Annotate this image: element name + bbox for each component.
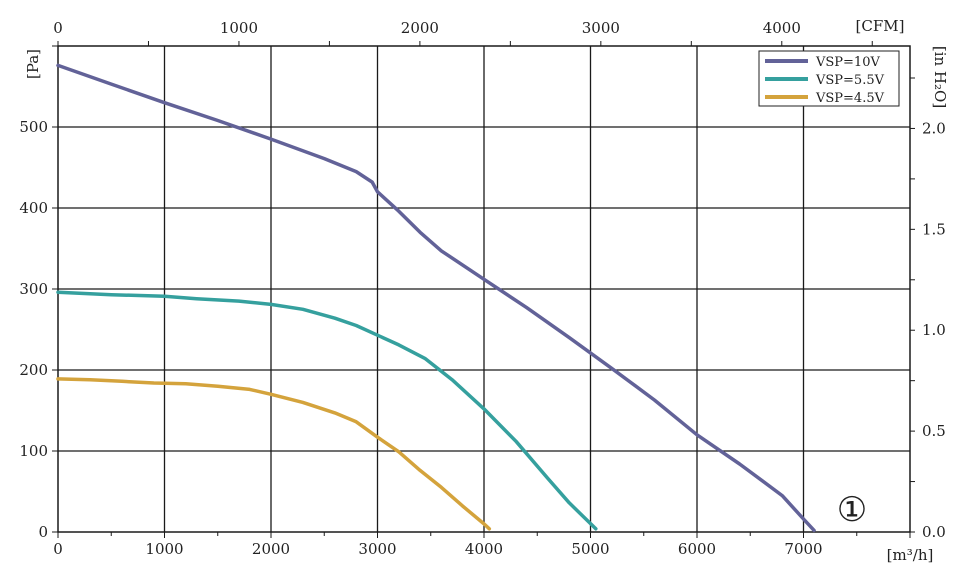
series-line-2 xyxy=(56,377,492,531)
axes xyxy=(52,41,915,538)
y-tick-label-4: 400 xyxy=(19,199,48,217)
tick-labels: 0 1000 2000 3000 4000 5000 6000 700001002003004… xyxy=(19,19,946,558)
y-tick-label-1: 100 xyxy=(19,442,48,460)
y-tick-label-2: 200 xyxy=(19,361,48,379)
x-tick-label-0: 0 xyxy=(53,540,63,558)
x-tick-label-2: 2000 xyxy=(252,540,290,558)
series-layer xyxy=(56,63,816,533)
grid xyxy=(58,46,910,532)
y-tick-label-3: 300 xyxy=(19,280,48,298)
series-line-1 xyxy=(56,290,598,531)
y-secondary-tick-label-3: 1.5 xyxy=(922,220,946,238)
legend-label-vsp5-5: VSP=5.5V xyxy=(815,73,885,88)
y-secondary-tick-label-2: 1.0 xyxy=(922,321,946,339)
x-tick-label-1: 1000 xyxy=(145,540,183,558)
y-tick-label-0: 0 xyxy=(38,523,48,541)
legend: VSP=10V VSP=5.5V VSP=4.5V xyxy=(758,50,900,107)
x-tick-label-7: 7000 xyxy=(784,540,822,558)
y-secondary-tick-label-1: 0.5 xyxy=(922,422,946,440)
x-secondary-tick-label-4: 4000 xyxy=(763,19,801,37)
x-secondary-unit-label: [CFM] xyxy=(856,17,905,35)
x-tick-label-4: 4000 xyxy=(465,540,503,558)
x-secondary-tick-label-0: 0 xyxy=(53,19,63,37)
legend-label-vsp4-5: VSP=4.5V xyxy=(815,91,885,106)
x-secondary-tick-label-1: 1000 xyxy=(220,19,258,37)
y-unit-label: [Pa] xyxy=(24,49,42,79)
x-secondary-tick-label-3: 3000 xyxy=(582,19,620,37)
y-tick-label-5: 500 xyxy=(19,118,48,136)
legend-label-vsp10: VSP=10V xyxy=(815,55,880,70)
x-tick-label-3: 3000 xyxy=(358,540,396,558)
curve-marker-annotation: ① xyxy=(837,490,867,530)
series-line-0 xyxy=(56,63,816,533)
y-secondary-tick-label-0: 0.0 xyxy=(922,523,946,541)
x-tick-label-6: 6000 xyxy=(678,540,716,558)
x-tick-label-5: 5000 xyxy=(571,540,609,558)
y-secondary-tick-label-4: 2.0 xyxy=(922,119,946,137)
x-unit-label: [m³/h] xyxy=(887,546,934,564)
x-secondary-tick-label-2: 2000 xyxy=(401,19,439,37)
y-secondary-unit-label: [in H₂O] xyxy=(931,46,949,108)
